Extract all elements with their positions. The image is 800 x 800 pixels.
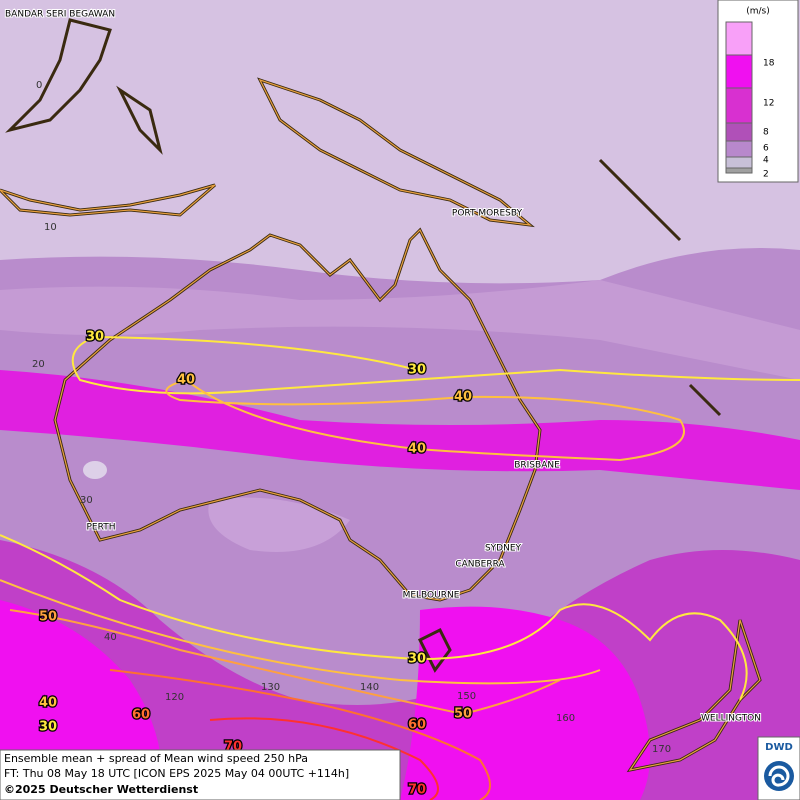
legend-label: 18 bbox=[763, 59, 775, 69]
longitude-label: 170 bbox=[652, 744, 671, 755]
logo-text: DWD bbox=[765, 742, 793, 753]
coastline bbox=[417, 627, 452, 673]
contour-label: 40 bbox=[454, 390, 472, 405]
field-patch bbox=[83, 461, 107, 479]
latitude-label: 0 bbox=[36, 80, 42, 91]
city-label: PORT MORESBY bbox=[452, 209, 523, 219]
legend-swatch bbox=[725, 167, 753, 174]
footer-line: ©2025 Deutscher Wetterdienst bbox=[4, 783, 198, 796]
longitude-label: 130 bbox=[261, 682, 280, 693]
contour-label: 70 bbox=[408, 783, 426, 798]
footer-box bbox=[0, 749, 401, 800]
legend-swatch bbox=[725, 21, 753, 56]
coastline bbox=[5, 18, 112, 133]
footer-line: Ensemble mean + spread of Mean wind spee… bbox=[4, 752, 308, 765]
legend-swatch bbox=[725, 87, 753, 124]
coastline bbox=[258, 78, 532, 226]
contour-label: 60 bbox=[408, 718, 426, 733]
legend-swatch bbox=[725, 122, 753, 142]
coastline bbox=[54, 228, 541, 601]
contour-label: 30 bbox=[86, 330, 104, 345]
field-patch bbox=[208, 497, 350, 552]
city-label: SYDNEY bbox=[485, 544, 522, 554]
legend-unit: (m/s) bbox=[746, 7, 770, 17]
footer-line: FT: Thu 08 May 18 UTC [ICON EPS 2025 May… bbox=[4, 767, 349, 780]
legend-swatch bbox=[725, 156, 753, 169]
contour-label: 50 bbox=[39, 610, 57, 625]
contour-40 bbox=[165, 378, 685, 462]
longitude-label: 140 bbox=[360, 682, 379, 693]
latitude-label: 30 bbox=[80, 495, 93, 506]
legend-swatch bbox=[725, 140, 753, 158]
latitude-label: 10 bbox=[44, 222, 57, 233]
city-label: BANDAR SERI BEGAWAN bbox=[5, 10, 115, 20]
legend-label: 12 bbox=[763, 99, 774, 109]
longitude-label: 160 bbox=[556, 713, 575, 724]
latitude-label: 20 bbox=[32, 359, 45, 370]
contour-30 bbox=[71, 336, 800, 395]
contour-60 bbox=[109, 669, 491, 800]
contour-30 bbox=[94, 336, 418, 371]
city-label: MELBOURNE bbox=[403, 591, 460, 601]
contour-40 bbox=[0, 579, 601, 685]
contour-label: 40 bbox=[408, 442, 426, 457]
longitude-label: 120 bbox=[165, 692, 184, 703]
contour-label: 30 bbox=[408, 363, 426, 378]
latitude-label: 40 bbox=[104, 632, 117, 643]
city-label: WELLINGTON bbox=[701, 714, 761, 724]
contour-50 bbox=[9, 609, 561, 716]
city-label: CANBERRA bbox=[455, 560, 505, 570]
city-label: BRISBANE bbox=[514, 461, 560, 471]
field-light bbox=[0, 0, 800, 284]
legend-label: 8 bbox=[763, 128, 769, 138]
longitude-label: 150 bbox=[457, 691, 476, 702]
contour-label: 40 bbox=[39, 696, 57, 711]
city-label: PERTH bbox=[87, 523, 116, 533]
legend-label: 2 bbox=[763, 170, 769, 180]
coastline bbox=[628, 619, 761, 771]
legend-label: 6 bbox=[763, 144, 769, 154]
legend: (m/s) 18 12 8 6 4 2 bbox=[717, 0, 799, 183]
contour-label: 30 bbox=[39, 720, 57, 735]
contour-label: 40 bbox=[177, 373, 195, 388]
contour-70 bbox=[209, 717, 439, 800]
contour-label: 30 bbox=[408, 652, 426, 667]
contour-30 bbox=[0, 534, 748, 701]
coastline bbox=[0, 184, 216, 216]
field-band bbox=[0, 280, 800, 380]
logo-icon bbox=[768, 765, 790, 787]
legend-swatch bbox=[725, 54, 753, 89]
legend-label: 4 bbox=[763, 156, 769, 166]
contour-label: 60 bbox=[132, 708, 150, 723]
contour-label: 50 bbox=[454, 707, 472, 722]
coastline bbox=[116, 85, 722, 417]
